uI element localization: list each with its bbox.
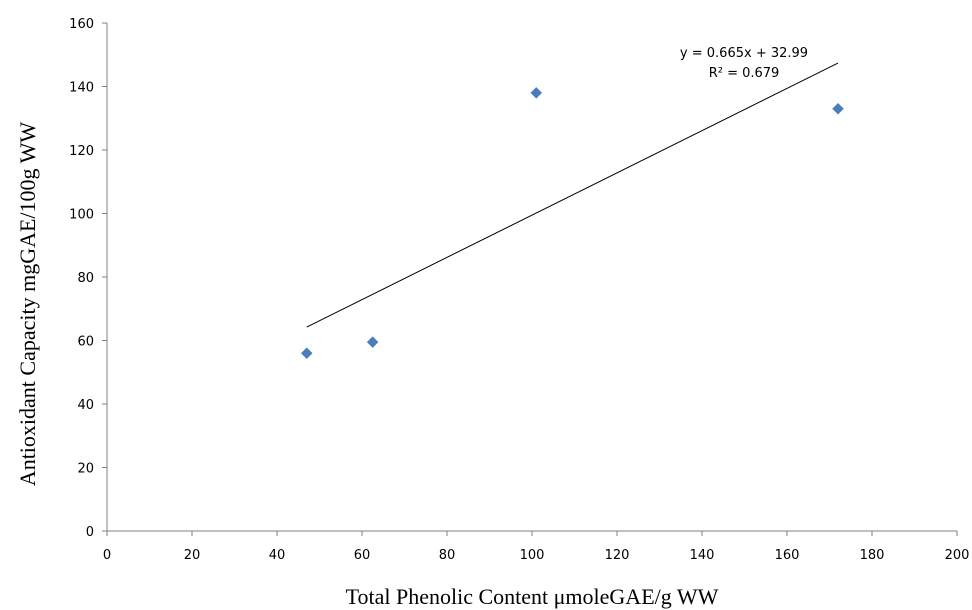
y-tick-label: 40 <box>77 398 94 413</box>
x-tick-label: 140 <box>690 548 715 563</box>
data-point <box>832 102 844 115</box>
r-squared-annotation: R² = 0.679 <box>709 66 780 81</box>
data-point <box>530 86 543 99</box>
trendline <box>306 62 839 328</box>
y-axis-ticks: 0 20 40 60 80 100 120 140 160 <box>69 17 107 540</box>
y-tick-label: 60 <box>77 335 94 350</box>
x-tick-label: 0 <box>103 548 111 563</box>
data-point <box>300 347 313 360</box>
x-tick-label: 80 <box>439 548 456 563</box>
x-tick-label: 40 <box>269 548 286 563</box>
data-points <box>300 86 844 360</box>
x-axis-title: Total Phenolic Content μmoleGAE/g WW <box>346 584 719 609</box>
y-tick-label: 20 <box>77 462 94 477</box>
y-tick-label: 100 <box>69 208 94 223</box>
x-tick-label: 20 <box>184 548 201 563</box>
equation-annotation: y = 0.665x + 32.99 <box>680 46 808 61</box>
y-tick-label: 160 <box>69 17 94 32</box>
x-tick-label: 100 <box>520 548 545 563</box>
y-tick-label: 120 <box>69 144 94 159</box>
data-point <box>366 336 379 348</box>
y-tick-label: 80 <box>77 271 94 286</box>
x-axis-ticks: 0 20 40 60 80 100 120 140 160 180 200 <box>103 531 970 563</box>
x-tick-label: 160 <box>775 548 800 563</box>
y-tick-label: 140 <box>69 81 94 96</box>
y-axis-title: Antioxidant Capacity mgGAE/100g WW <box>15 122 40 487</box>
x-tick-label: 120 <box>605 548 630 563</box>
x-tick-label: 60 <box>354 548 371 563</box>
x-tick-label: 200 <box>945 548 970 563</box>
y-tick-label: 0 <box>86 525 94 540</box>
x-tick-label: 180 <box>860 548 885 563</box>
